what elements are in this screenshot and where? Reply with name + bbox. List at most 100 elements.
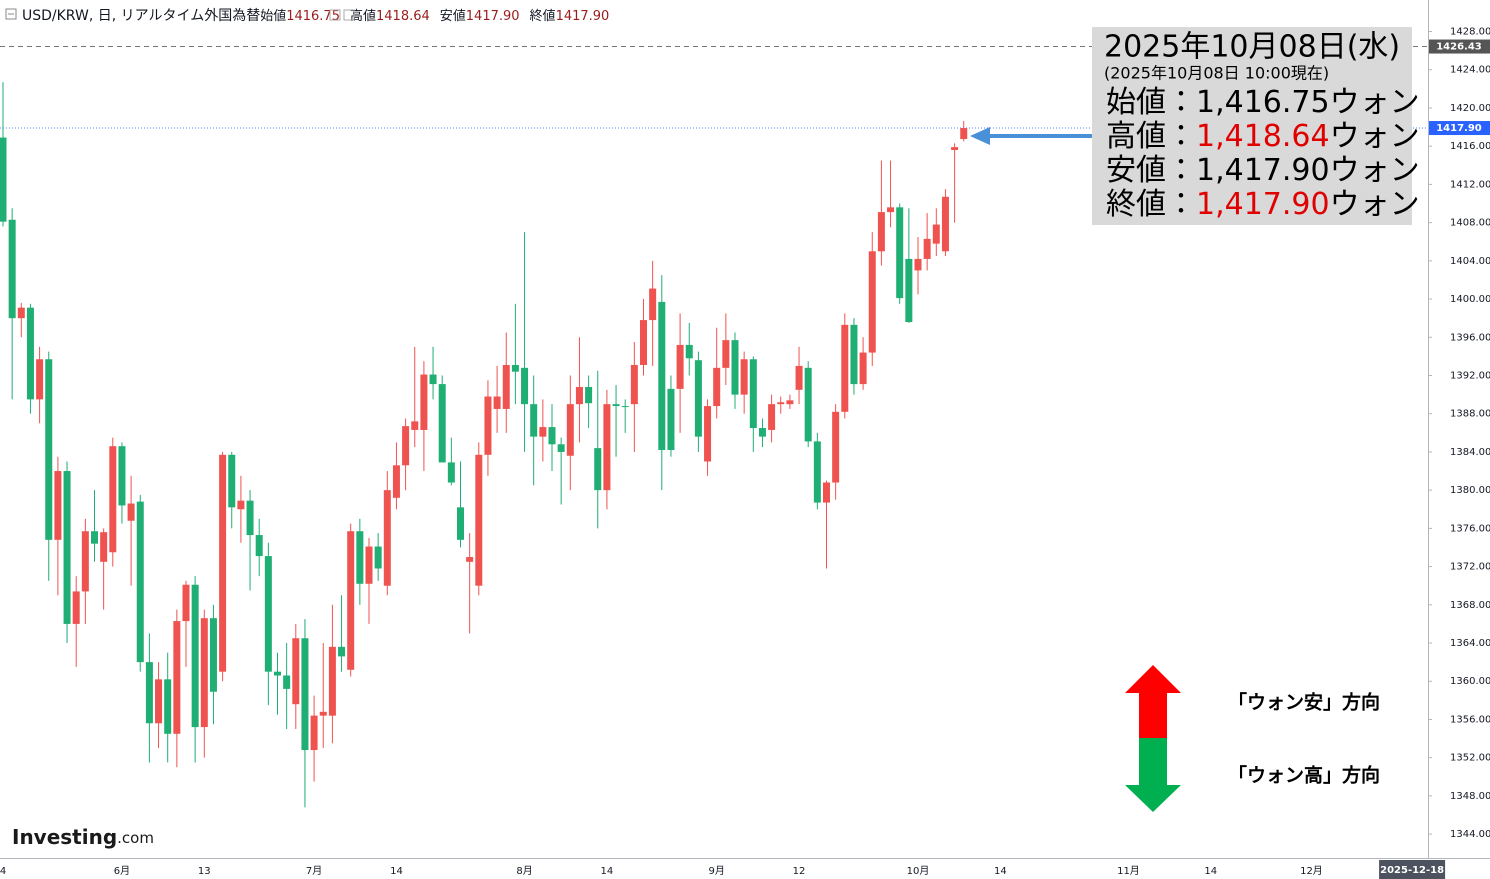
y-tick-label: 1396.00 — [1450, 332, 1490, 343]
candle-body — [246, 500, 254, 536]
candle-body — [740, 359, 748, 395]
y-tick-label: 1412.00 — [1450, 179, 1490, 190]
candle-body — [502, 364, 510, 409]
info-label: 高値： — [1106, 119, 1196, 154]
candle-body — [118, 446, 126, 506]
info-label: 始値： — [1106, 85, 1196, 120]
candle-body — [640, 320, 647, 365]
candle-body — [347, 531, 355, 670]
y-tick-label: 1372.00 — [1450, 562, 1490, 573]
y-tick-label: 1404.00 — [1450, 256, 1490, 267]
price-line-tag — [1429, 39, 1490, 54]
y-tick-label: 1424.00 — [1450, 65, 1490, 76]
down-arrow — [1125, 738, 1181, 812]
x-tick-label: 14 — [994, 866, 1007, 877]
header-icon[interactable] — [343, 9, 355, 21]
candle-body — [392, 465, 400, 498]
x-tick-label: 11月 — [1117, 865, 1140, 877]
candle-body — [182, 584, 190, 622]
candle-body — [585, 386, 593, 404]
candle-body — [292, 638, 300, 705]
candle-body — [356, 531, 364, 584]
candle-body — [941, 196, 949, 252]
candle-body — [932, 224, 940, 244]
candle-body — [466, 557, 474, 562]
info-value: 1,417.90 — [1196, 153, 1330, 188]
candle-body — [951, 147, 959, 151]
candle-body — [484, 396, 492, 455]
candle-body — [237, 500, 245, 510]
candle-body — [420, 374, 428, 430]
y-tick-label: 1428.00 — [1450, 27, 1490, 38]
price-line-label: 1417.90 — [1436, 123, 1482, 134]
ohlc-label: 始値 — [260, 8, 286, 24]
y-tick-label: 1360.00 — [1450, 676, 1490, 687]
symbol: USD/KRW, 日, リアルタイム外国為替 — [22, 8, 260, 24]
x-tick-label: 8月 — [516, 865, 532, 877]
y-tick-label: 1392.00 — [1450, 370, 1490, 381]
y-tick-label: 1420.00 — [1450, 103, 1490, 114]
candle-body — [676, 344, 684, 389]
y-tick-label: 1400.00 — [1450, 294, 1490, 305]
x-tick-label: 9月 — [709, 865, 725, 877]
header-icon[interactable] — [329, 9, 341, 21]
candle-body — [228, 454, 236, 508]
info-asof: (2025年10月08日 10:00現在) — [1104, 64, 1329, 83]
candle-body — [301, 638, 309, 751]
candle-body — [457, 507, 464, 540]
candle-body — [0, 137, 7, 222]
logo-suffix: .com — [117, 829, 154, 847]
candle-body — [447, 462, 455, 483]
candle-body — [704, 406, 712, 462]
candle-body — [219, 454, 227, 672]
info-line: 高値：1,418.64ウォン — [1106, 119, 1420, 154]
candle-body — [749, 359, 757, 429]
candle-body — [402, 426, 410, 466]
x-tick-label: 4 — [0, 866, 6, 877]
x-tick-label: 6月 — [114, 865, 130, 877]
candle-body — [411, 421, 419, 430]
candle-body — [594, 448, 602, 491]
collapse-icon[interactable] — [5, 8, 17, 20]
candle-body — [365, 546, 373, 584]
candle-body — [859, 352, 867, 385]
candle-body — [832, 411, 840, 483]
y-tick-label: 1384.00 — [1450, 447, 1490, 458]
info-unit: ウォン — [1330, 119, 1420, 154]
candle-body — [887, 207, 895, 213]
y-tick-label: 1368.00 — [1450, 600, 1490, 611]
candle-body — [310, 715, 318, 751]
candle-body — [713, 367, 721, 407]
candle-body — [896, 207, 904, 299]
candle-body — [658, 301, 666, 451]
x-tick-label: 2025-12-18 — [1380, 865, 1444, 876]
candle-body — [841, 324, 849, 412]
y-tick-label: 1388.00 — [1450, 409, 1490, 420]
candle-body — [804, 367, 812, 442]
candle-body — [145, 662, 153, 724]
candle-body — [511, 364, 519, 372]
y-tick-label: 1408.00 — [1450, 218, 1490, 229]
x-tick-label: 12 — [793, 866, 806, 877]
candle-body — [548, 427, 556, 445]
candle-body — [557, 444, 565, 452]
logo: Investing.com — [12, 825, 154, 849]
up-arrow — [1125, 665, 1181, 738]
direction-up-label: 「ウォン安」方向 — [1228, 691, 1380, 714]
candle-body — [63, 471, 71, 624]
x-tick-label: 14 — [1204, 866, 1217, 877]
y-tick-label: 1364.00 — [1450, 638, 1490, 649]
y-tick-label: 1380.00 — [1450, 485, 1490, 496]
candle-body — [155, 679, 163, 724]
overlay-layer: 2025-12-18 1426.43 1417.90 2025年10月08日(水)(2… — [12, 27, 1490, 879]
direction-down-label: 「ウォン高」方向 — [1228, 764, 1380, 787]
logo-name: Investing — [12, 825, 117, 849]
candle-body — [905, 258, 913, 322]
candle-body — [8, 219, 16, 319]
symbol-header: USD/KRW, 日, リアルタイム外国為替始値1416.75 高値1418.64… — [22, 8, 609, 25]
info-box — [1092, 27, 1412, 225]
candle-body — [868, 251, 876, 353]
x-tick-label: 13 — [198, 866, 211, 877]
candle-body — [493, 396, 501, 409]
